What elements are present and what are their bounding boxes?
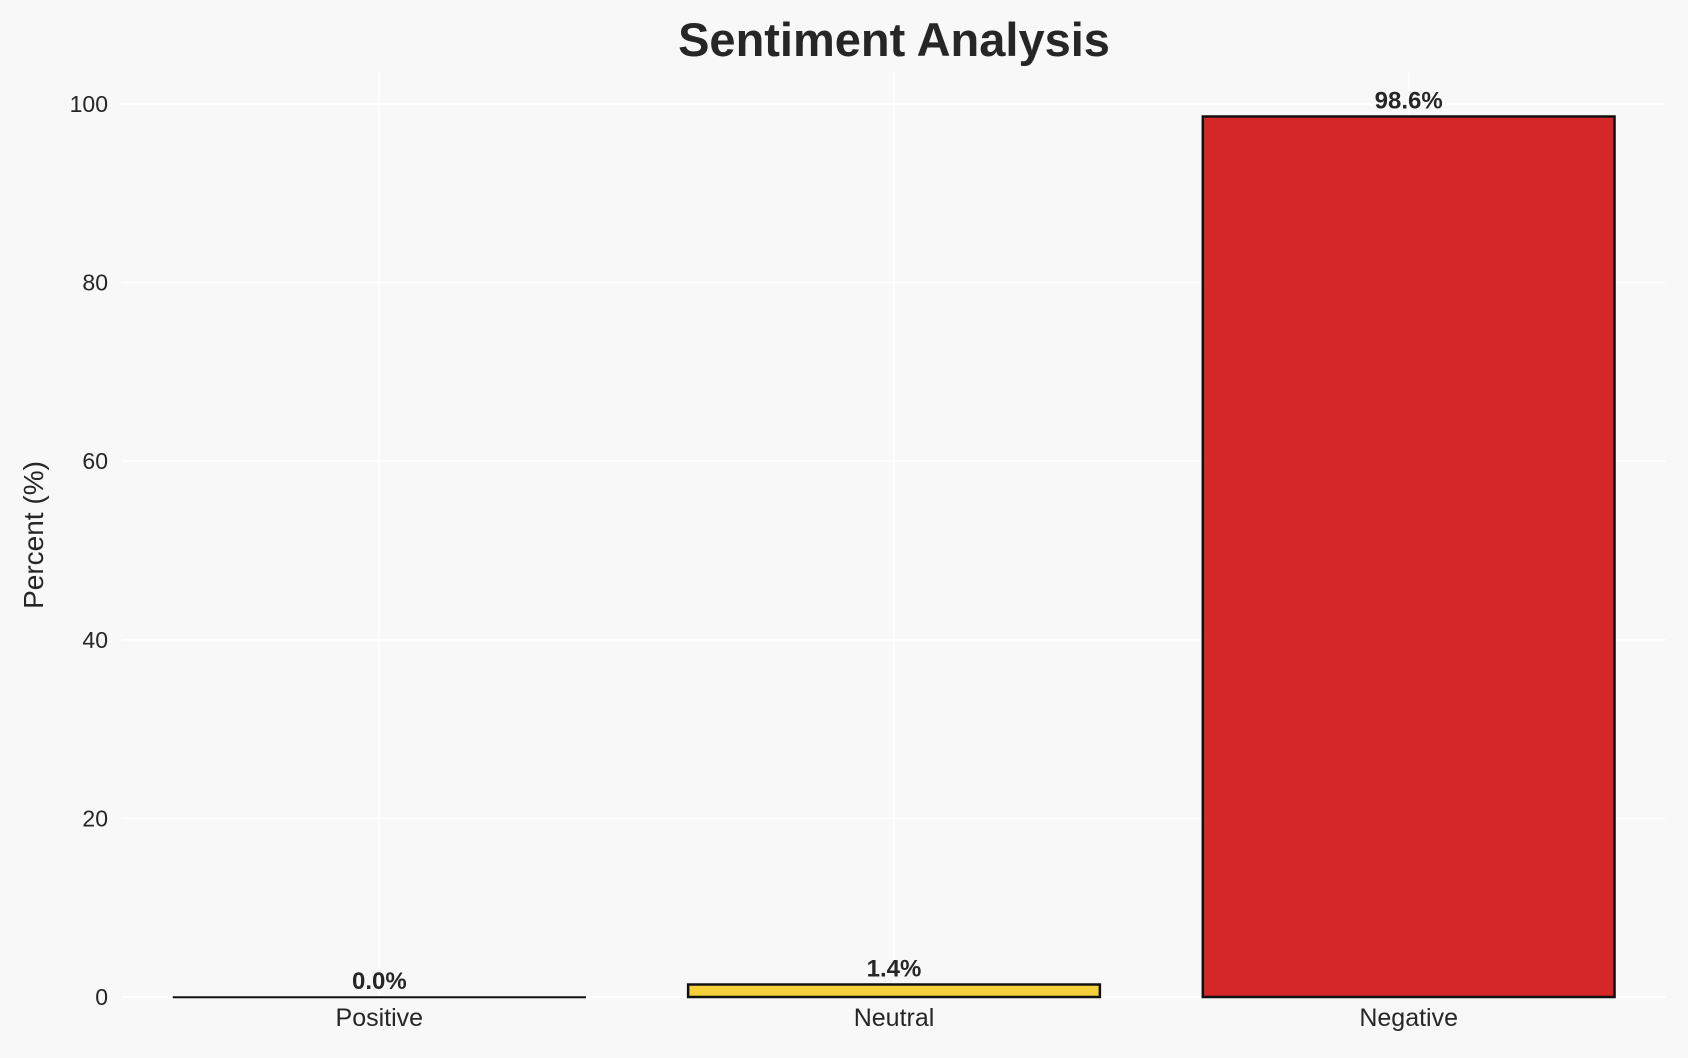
data-label: 0.0% [352,968,407,995]
y-tick-label: 40 [82,627,108,653]
bar-negative [1201,115,1616,999]
chart-title: Sentiment Analysis [678,13,1110,66]
y-axis-label: Percent (%) [18,461,49,609]
y-tick-label: 100 [70,91,108,117]
x-tick-label: Negative [1359,1004,1458,1032]
bar-neutral [686,983,1102,999]
x-tick-label: Positive [336,1004,424,1032]
y-tick-label: 20 [82,805,108,831]
y-tick-label: 60 [82,448,108,474]
y-tick-label: 80 [82,270,108,296]
bar-positive [172,996,586,999]
x-tick-label: Neutral [854,1004,935,1032]
y-tick-label: 0 [95,984,108,1010]
data-label: 1.4% [867,955,922,982]
data-label: 98.6% [1375,88,1443,115]
